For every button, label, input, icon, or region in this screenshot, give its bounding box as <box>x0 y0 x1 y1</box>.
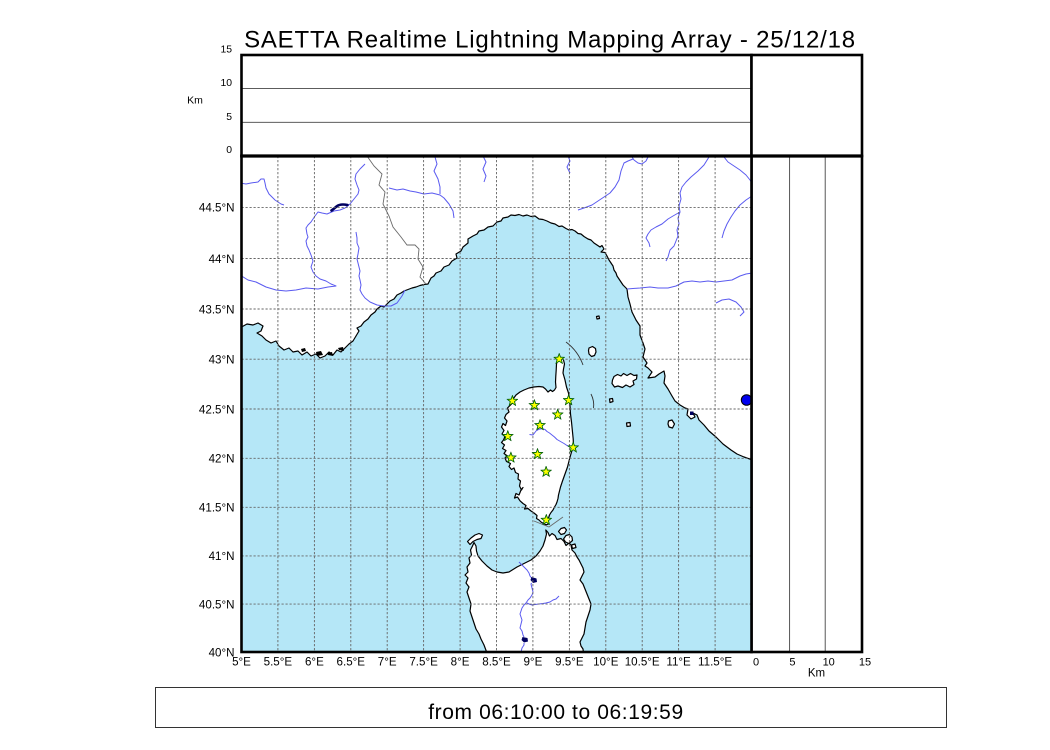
svg-text:41.5°N: 41.5°N <box>199 502 235 515</box>
svg-text:9°E: 9°E <box>523 655 542 668</box>
svg-text:5.5°E: 5.5°E <box>264 655 293 668</box>
svg-text:40.5°N: 40.5°N <box>199 598 235 611</box>
svg-text:10.5°E: 10.5°E <box>625 655 660 668</box>
svg-text:42.5°N: 42.5°N <box>199 403 235 416</box>
svg-text:10°E: 10°E <box>593 655 619 668</box>
svg-text:43.5°N: 43.5°N <box>199 303 235 316</box>
svg-text:11.5°E: 11.5°E <box>698 655 732 668</box>
svg-text:SAETTA Realtime Lightning Mapp: SAETTA Realtime Lightning Mapping Array … <box>244 27 856 54</box>
svg-text:10: 10 <box>220 78 232 89</box>
svg-text:8°E: 8°E <box>451 655 470 668</box>
svg-text:7.5°E: 7.5°E <box>409 655 438 668</box>
svg-text:0: 0 <box>226 145 232 156</box>
svg-text:5°E: 5°E <box>232 655 251 668</box>
svg-text:41°N: 41°N <box>209 550 235 563</box>
svg-text:6.5°E: 6.5°E <box>337 655 366 668</box>
svg-text:0: 0 <box>753 656 759 668</box>
svg-text:15: 15 <box>220 44 232 55</box>
svg-text:9.5°E: 9.5°E <box>555 655 584 668</box>
svg-text:43°N: 43°N <box>209 354 235 367</box>
svg-text:10: 10 <box>823 656 835 668</box>
svg-text:5: 5 <box>226 112 232 123</box>
svg-text:5: 5 <box>789 656 795 668</box>
svg-text:7°E: 7°E <box>378 655 397 668</box>
svg-text:Km: Km <box>187 94 203 106</box>
svg-text:11°E: 11°E <box>666 655 691 668</box>
svg-text:6°E: 6°E <box>305 655 324 668</box>
svg-text:from 06:10:00 to 06:19:59: from 06:10:00 to 06:19:59 <box>428 701 684 724</box>
svg-text:Km: Km <box>808 668 825 680</box>
svg-text:15: 15 <box>859 656 871 668</box>
svg-text:8.5°E: 8.5°E <box>482 655 511 668</box>
svg-text:42°N: 42°N <box>209 453 235 466</box>
svg-text:44°N: 44°N <box>209 253 235 266</box>
svg-text:44.5°N: 44.5°N <box>199 202 235 215</box>
svg-text:40°N: 40°N <box>209 646 235 659</box>
